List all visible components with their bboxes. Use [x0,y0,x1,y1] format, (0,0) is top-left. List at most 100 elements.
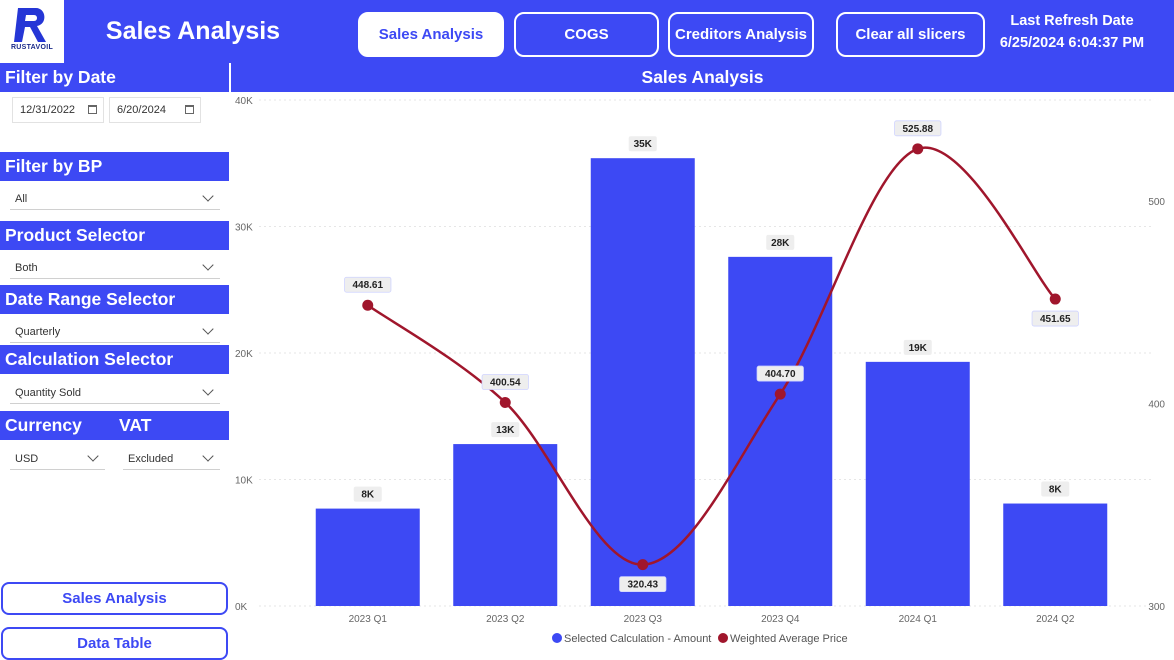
line-label: 448.61 [352,280,383,291]
chevron-down-icon[interactable] [202,450,214,462]
calendar-icon[interactable] [88,105,97,114]
bar-label-bg [491,422,520,438]
refresh-info: Last Refresh Date 6/25/2024 6:04:37 PM [990,10,1154,54]
nav-sales-analysis-button[interactable]: Sales Analysis [358,12,504,57]
price-point [1049,293,1061,305]
bar-label-bg [628,136,657,152]
nav-cogs-button[interactable]: COGS [514,12,659,57]
x-tick-label: 2023 Q1 [349,614,388,625]
date-end-input[interactable]: 6/20/2024 [109,97,201,123]
bar [453,444,558,606]
y-left-tick-label: 10K [235,476,253,487]
product-selector-dropdown[interactable]: Both [10,257,220,279]
line-label-bg [1031,310,1079,327]
currency-dropdown[interactable]: USD [10,448,105,470]
filter-bp-title: Filter by BP [0,152,229,181]
nav-creditors-analysis-button[interactable]: Creditors Analysis [668,12,814,57]
x-tick-label: 2023 Q2 [486,614,525,625]
bar-label: 8K [1049,485,1063,496]
y-right-tick-label: 300 [1148,602,1165,613]
chevron-down-icon[interactable] [202,259,214,271]
legend-amount-marker [552,633,562,643]
vat-dropdown[interactable]: Excluded [123,448,220,470]
calculation-selector-value: Quantity Sold [15,387,82,399]
currency-vat-title: Currency VAT [0,411,229,440]
price-point [499,397,511,409]
x-tick-label: 2024 Q2 [1036,614,1075,625]
filter-date-title: Filter by Date [0,63,229,92]
price-point [637,559,649,571]
price-point [362,299,374,311]
y-right-tick-label: 500 [1148,197,1165,208]
calculation-selector-title: Calculation Selector [0,345,229,374]
date-start-value: 12/31/2022 [20,104,76,116]
chart-title: Sales Analysis [231,63,1174,92]
calculation-selector-dropdown[interactable]: Quantity Sold [10,382,220,404]
clear-slicers-button[interactable]: Clear all slicers [836,12,985,57]
line-label: 320.43 [627,580,658,591]
vat-title: VAT [119,415,152,435]
legend-price-label: Weighted Average Price [730,633,848,645]
y-right-tick-label: 400 [1148,400,1165,411]
logo-text: RUSTAVOIL [10,44,54,51]
currency-value: USD [15,453,39,465]
logo: RUSTAVOIL [0,0,64,63]
filter-bp-value: All [15,193,28,205]
logo-mark-icon [14,8,46,42]
x-tick-label: 2023 Q3 [624,614,663,625]
vat-value: Excluded [128,453,174,465]
x-tick-label: 2023 Q4 [761,614,800,625]
product-selector-value: Both [15,262,38,274]
chevron-down-icon[interactable] [202,384,214,396]
line-label-bg [619,576,667,593]
bar-label: 8K [361,490,375,501]
line-label-bg [344,276,392,293]
line-label: 451.65 [1040,314,1071,325]
filter-bp-dropdown[interactable]: All [10,188,220,210]
price-point [912,143,924,155]
sales-analysis-button[interactable]: Sales Analysis [1,582,228,615]
y-left-tick-label: 40K [235,96,253,107]
bar-label-bg [903,339,932,355]
legend-amount-label: Selected Calculation - Amount [564,633,711,645]
line-label: 404.70 [765,369,796,380]
app-title: Sales Analysis [105,17,281,45]
line-label: 525.88 [902,124,933,135]
bar-label: 19K [909,343,928,354]
date-range-selector-dropdown[interactable]: Quarterly [10,321,220,343]
chevron-down-icon[interactable] [87,450,99,462]
bar [865,361,970,606]
product-selector-title: Product Selector [0,221,229,250]
bar-label-bg [353,486,382,502]
bar [315,508,420,606]
data-table-button[interactable]: Data Table [1,627,228,660]
refresh-value: 6/25/2024 6:04:37 PM [999,35,1145,51]
date-range-selector-title: Date Range Selector [0,285,229,314]
line-label-bg [756,365,804,382]
bar-label-bg [766,234,795,250]
price-point [774,388,786,400]
date-range-selector-value: Quarterly [15,326,61,338]
x-tick-label: 2024 Q1 [899,614,938,625]
bar-label-bg [1041,481,1070,497]
line-label: 400.54 [490,378,521,389]
y-left-tick-label: 30K [235,223,253,234]
date-start-input[interactable]: 12/31/2022 [12,97,104,123]
sidebar: Filter by Date 12/31/2022 6/20/2024 Filt… [0,63,229,660]
header: RUSTAVOIL Sales Analysis Sales Analysis … [0,0,1174,63]
bar [590,158,695,606]
bar [1003,503,1108,606]
y-left-tick-label: 0K [235,602,248,613]
sales-chart: 0K 10K 20K 30K 40K 300 400 500 8K 13K 35K 28K 19K 8K 4… [235,96,1165,645]
bar-label: 13K [496,425,515,436]
chevron-down-icon[interactable] [202,190,214,202]
bar-label: 35K [634,139,653,150]
chevron-down-icon[interactable] [202,323,214,335]
y-left-tick-label: 20K [235,349,253,360]
legend-price-marker [718,633,728,643]
refresh-label: Last Refresh Date [1010,13,1134,29]
line-label-bg [894,120,942,137]
bar [728,256,833,606]
bar-label: 28K [771,238,790,249]
calendar-icon[interactable] [185,105,194,114]
